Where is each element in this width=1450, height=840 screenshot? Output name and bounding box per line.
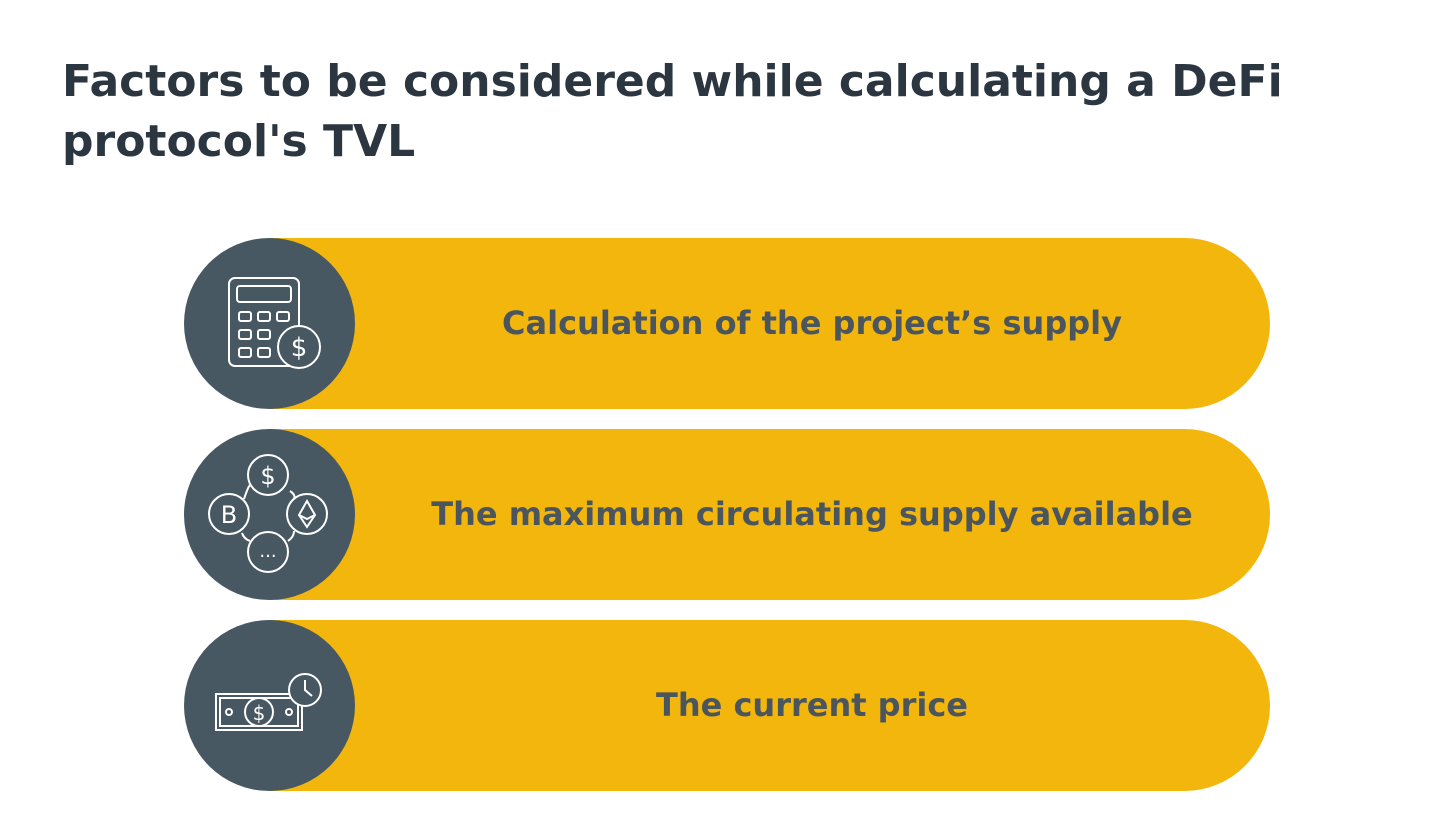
factor: $ Calculation of the project’s supply: [184, 238, 1270, 409]
svg-text:...: ...: [259, 541, 276, 562]
factor-label: The current price: [655, 686, 968, 724]
money-clock-icon: $: [215, 673, 322, 731]
title: Factors to be considered while calculati…: [62, 56, 1283, 167]
crypto-cycle-icon: $ B ...: [208, 454, 328, 573]
calculator-icon: $: [228, 277, 321, 369]
icon-circle: [184, 620, 355, 791]
icon-circle: [184, 238, 355, 409]
svg-text:$: $: [291, 333, 308, 363]
factor-label: The maximum circulating supply available: [431, 495, 1193, 533]
bar: [270, 620, 1270, 791]
factor: $ B ... The maximum circulating supply a…: [184, 429, 1270, 600]
svg-text:B: B: [221, 501, 237, 529]
factor-label: Calculation of the project’s supply: [502, 304, 1122, 342]
bar: [270, 429, 1270, 600]
svg-text:$: $: [260, 462, 275, 490]
bar: [270, 238, 1270, 409]
svg-text:$: $: [253, 701, 266, 725]
factor: $ The current price: [184, 620, 1270, 791]
